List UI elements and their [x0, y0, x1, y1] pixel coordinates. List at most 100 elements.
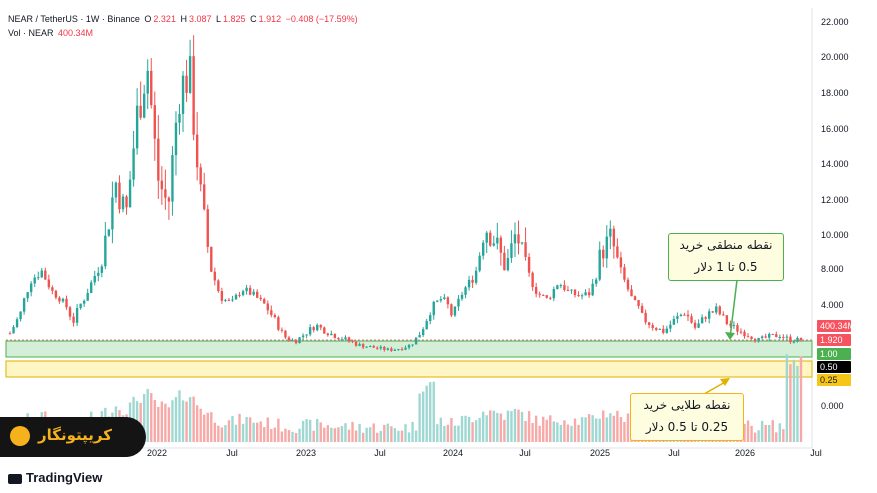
candle-body — [450, 304, 453, 316]
candle-body — [432, 301, 435, 316]
candle-body — [316, 324, 319, 331]
candle-body — [238, 294, 241, 296]
candle-body — [104, 235, 107, 267]
volume-bar — [192, 396, 195, 442]
candle-body — [188, 56, 192, 93]
candle-body — [623, 267, 626, 280]
volume-bar — [799, 356, 803, 442]
candle-body — [573, 289, 577, 296]
volume-bar — [308, 419, 312, 442]
volume-bar — [545, 419, 548, 442]
candle-body — [37, 277, 40, 279]
candle-body — [93, 275, 96, 283]
candle-body — [206, 209, 209, 247]
volume-bar — [178, 390, 181, 442]
candle-body — [626, 279, 630, 290]
volume-bar — [287, 430, 291, 442]
candle-body — [47, 279, 51, 288]
candle-body — [284, 330, 287, 338]
candle-body — [789, 336, 792, 343]
volume-bar — [605, 417, 608, 442]
volume-bar — [467, 416, 471, 442]
y-tick-label: 20.000 — [821, 52, 849, 62]
volume-bar — [474, 420, 478, 442]
volume-bar — [354, 430, 358, 442]
candle-body — [22, 298, 26, 312]
candle-body — [150, 70, 153, 106]
candle-body — [86, 292, 89, 301]
volume-bar — [782, 429, 785, 442]
volume-bar — [351, 421, 354, 442]
y-tick-label: 0.000 — [821, 401, 844, 411]
candle-body — [248, 287, 252, 295]
volume-bar — [594, 418, 598, 442]
brand-text: کریپتونگار — [38, 426, 112, 444]
candle-body — [474, 270, 478, 283]
candle-body — [132, 148, 135, 180]
candle-body — [255, 291, 259, 298]
volume-bar — [259, 421, 262, 442]
volume-bar — [446, 424, 450, 442]
candle-body — [404, 347, 407, 350]
candle-body — [460, 294, 464, 299]
volume-bar — [393, 428, 397, 442]
candle-body — [400, 349, 404, 351]
candle-body — [397, 349, 400, 351]
volume-bar — [372, 423, 375, 442]
candle-body — [520, 242, 524, 244]
candle-body — [453, 306, 457, 316]
candle-body — [160, 180, 164, 190]
volume-bar — [556, 422, 559, 442]
candle-body — [644, 312, 647, 323]
candle-body — [665, 328, 669, 333]
volume-bar — [563, 420, 566, 442]
candle-body — [580, 295, 584, 297]
volume-bar — [453, 425, 457, 442]
candle-body — [556, 285, 559, 290]
candle-body — [513, 234, 517, 244]
candle-body — [33, 277, 36, 284]
volume-bar — [231, 416, 234, 442]
volume-bar — [549, 415, 552, 442]
volume-bar — [323, 427, 326, 442]
candle-body — [414, 337, 418, 345]
volume-bar — [584, 417, 587, 442]
candle-body — [97, 272, 100, 276]
volume-bar — [291, 431, 294, 442]
candle-body — [527, 256, 531, 273]
candle-body — [492, 243, 495, 246]
volume-bar — [626, 413, 630, 442]
price-label-box — [817, 361, 851, 373]
y-tick-label: 14.000 — [821, 159, 849, 169]
candle-body — [429, 315, 432, 322]
volume-bar — [277, 418, 280, 442]
candle-body — [517, 234, 520, 244]
volume-bar — [379, 430, 382, 442]
brand-logo: کریپتونگار — [0, 417, 146, 457]
candle-body — [393, 349, 397, 351]
candle-body — [538, 293, 541, 295]
volume-bar — [316, 418, 319, 442]
candle-body — [383, 346, 386, 350]
candle-body — [464, 287, 467, 295]
candle-body — [799, 337, 803, 341]
candle-body — [764, 336, 767, 338]
volume-bar — [492, 410, 495, 442]
price-label-box — [817, 334, 851, 346]
volume-bar — [517, 409, 520, 442]
candle-body — [718, 306, 721, 315]
volume-bar — [418, 393, 421, 442]
candle-body — [700, 317, 704, 324]
volume-bar — [305, 419, 308, 442]
candle-body — [467, 279, 471, 288]
candle-body — [54, 290, 58, 298]
candle-body — [439, 298, 443, 301]
candle-body — [181, 75, 185, 114]
volume-bar — [764, 424, 767, 442]
candle-body — [171, 155, 174, 202]
candle-body — [167, 197, 171, 202]
volume-bar — [284, 428, 287, 442]
volume-bar — [199, 408, 202, 442]
volume-bar — [425, 385, 428, 442]
candle-body — [270, 310, 273, 316]
